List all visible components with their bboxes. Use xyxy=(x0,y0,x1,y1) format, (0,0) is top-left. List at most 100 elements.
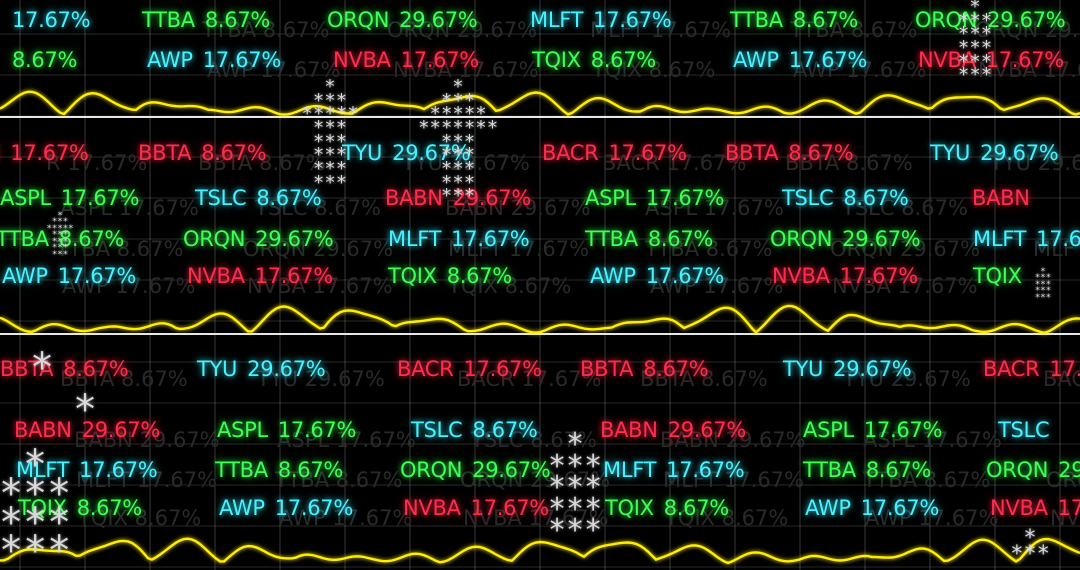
ticker-change: 17.67% xyxy=(60,186,140,210)
ticker-symbol: AWP xyxy=(147,48,193,72)
ticker-item: TQIX 8.67% xyxy=(388,264,512,288)
ticker-change: 8.67% xyxy=(643,357,709,381)
ticker-item: TYU 29.67% xyxy=(197,357,326,381)
ticker-item: TTBA 8.67% xyxy=(215,458,343,482)
asterisk-row: *** xyxy=(1034,273,1052,284)
ticker-symbol: BBTA xyxy=(138,141,192,165)
ticker-symbol: TTBA xyxy=(215,458,268,482)
asterisk-row: *** xyxy=(312,130,348,153)
ticker-item: TTBA 8.67% xyxy=(0,227,124,251)
ghost-ticker: MLFT 17.67% xyxy=(590,18,732,42)
asterisk-row: * xyxy=(1040,267,1046,277)
ghost-ticker: TYU 29.67% xyxy=(402,151,530,175)
ticker-symbol: ORQN xyxy=(770,227,833,251)
ticker-change: 29.67% xyxy=(833,357,912,381)
asterisk-row: *** xyxy=(440,185,476,208)
ghost-ticker: BBTA 8.67% xyxy=(60,367,188,391)
ghost-ticker: NVBA 17.67% xyxy=(247,274,393,298)
ticker-item: BABN 29.67% xyxy=(385,186,531,210)
ticker-item: ORQN 29.67% xyxy=(400,458,551,482)
asterisk-row: *** xyxy=(440,130,476,153)
ticker-item: NVBA 17.67% xyxy=(772,264,918,288)
ticker-symbol: NVBA xyxy=(333,48,391,72)
asterisk-row: *** xyxy=(1034,279,1052,290)
ticker-symbol: TYU xyxy=(783,357,824,381)
asterisk-row: * xyxy=(57,211,63,221)
ticker-symbol: TQIX xyxy=(18,496,67,520)
asterisk-row: * xyxy=(969,0,981,18)
ghost-ticker: TTBA 8.67% xyxy=(56,237,184,261)
ticker-symbol: TSLC xyxy=(195,186,247,210)
ticker-change: 29.67% xyxy=(452,186,532,210)
ticker-change: 17.67% xyxy=(788,48,868,72)
ticker-item: AWP 17.67% xyxy=(147,48,281,72)
ticker-item: TSLC 8.67% xyxy=(195,186,322,210)
ghost-ticker: MLFT 17.6 xyxy=(1033,237,1080,261)
ghost-ticker: TTBA 8.67% xyxy=(645,237,773,261)
ticker-change: 8.67% xyxy=(12,48,78,72)
ticker-symbol: TTBA xyxy=(585,227,638,251)
ticker-symbol: ORQN xyxy=(915,8,978,32)
ticker-symbol: TQIX xyxy=(532,48,581,72)
ticker-symbol: TSLC xyxy=(782,186,834,210)
ghost-ticker: R 17.67% xyxy=(46,151,148,175)
ticker-symbol: TSLC xyxy=(411,418,463,442)
ghost-ticker: AWP 17.67% xyxy=(62,274,196,298)
ticker-symbol: BBTA xyxy=(580,357,634,381)
ticker-change: 17.67% xyxy=(79,458,158,482)
ticker-symbol: ORQN xyxy=(400,458,463,482)
ticker-change: 17.6 xyxy=(1049,357,1080,381)
asterisk-row: *** xyxy=(1010,541,1050,567)
ghost-ticker: TQIX 8.67% xyxy=(78,506,202,530)
asterisk-row: *** xyxy=(51,243,69,254)
ghost-ticker: ASPL 17.67% xyxy=(645,196,784,220)
asterisk-row: *** xyxy=(440,89,476,112)
ticker-symbol: ASPL xyxy=(0,186,51,210)
ghost-ticker: TQIX 8.67% xyxy=(448,274,572,298)
ghost-ticker: TTBA 8.67% xyxy=(863,468,991,492)
ticker-item: ORQN 29.67% xyxy=(183,227,334,251)
asterisk-row: ***** xyxy=(429,103,487,126)
ticker-change: 17.67% xyxy=(277,418,357,442)
ghost-ticker: AWP 17.67% xyxy=(650,274,784,298)
ticker-change: 8.67% xyxy=(865,458,932,482)
ticker-item: TSLC 8.67% xyxy=(411,418,538,442)
ghost-ticker: BBTA 8.67% xyxy=(640,367,768,391)
ticker-change: 17.67% xyxy=(400,48,480,72)
ticker-item: TTBA 8.67% xyxy=(803,458,931,482)
ticker-symbol: BBTA xyxy=(725,141,779,165)
ticker-item: TQIX 8.67% xyxy=(18,496,142,520)
asterisk-row: *** xyxy=(312,158,348,181)
ghost-ticker: NVBA 17.67% xyxy=(463,506,609,530)
ticker-item: BABN xyxy=(972,186,1030,210)
asterisk-row: *** xyxy=(312,117,348,140)
asterisk-row: * xyxy=(452,76,464,98)
ghost-ticker: ASPL 17.67% xyxy=(60,196,199,220)
ticker-change: 17.67% xyxy=(254,264,334,288)
ticker-item: MLFT 17.67% xyxy=(388,227,530,251)
asterisk-row: *** xyxy=(1034,292,1052,303)
ticker-item: MLFT 17.67% xyxy=(16,458,158,482)
ghost-ticker: TTBA 8.67% xyxy=(275,468,403,492)
ticker-symbol: TTBA xyxy=(730,8,783,32)
ticker-item: 17.67% xyxy=(0,8,91,32)
ticker-item: TTBA 8.67% xyxy=(585,227,713,251)
ticker-change: 17.67% xyxy=(839,264,919,288)
ghost-ticker: NVBA 17.67% xyxy=(832,274,978,298)
ticker-change: 17.67% xyxy=(645,186,725,210)
ticker-change: 8.67% xyxy=(76,496,143,520)
asterisk-row: *** xyxy=(312,171,348,194)
ticker-item: MLFT 17.6 xyxy=(973,227,1080,251)
ticker-item: AWP 17.67% xyxy=(219,496,353,520)
ticker-item: R17.67% xyxy=(0,141,89,165)
ticker-item: ASPL 17.67% xyxy=(217,418,356,442)
ticker-change: 8.67% xyxy=(201,141,267,165)
asterisk-row: *** xyxy=(51,249,69,260)
ticker-item: TYU 29.67% xyxy=(930,141,1059,165)
ticker-symbol: BABN xyxy=(14,418,72,442)
asterisk-row: *** xyxy=(0,499,72,546)
asterisk-row: *** xyxy=(0,528,72,570)
ticker-item: AWP 17.67% xyxy=(733,48,867,72)
ticker-change: 17.67% xyxy=(463,357,542,381)
ticker-symbol: BABN xyxy=(972,186,1030,210)
